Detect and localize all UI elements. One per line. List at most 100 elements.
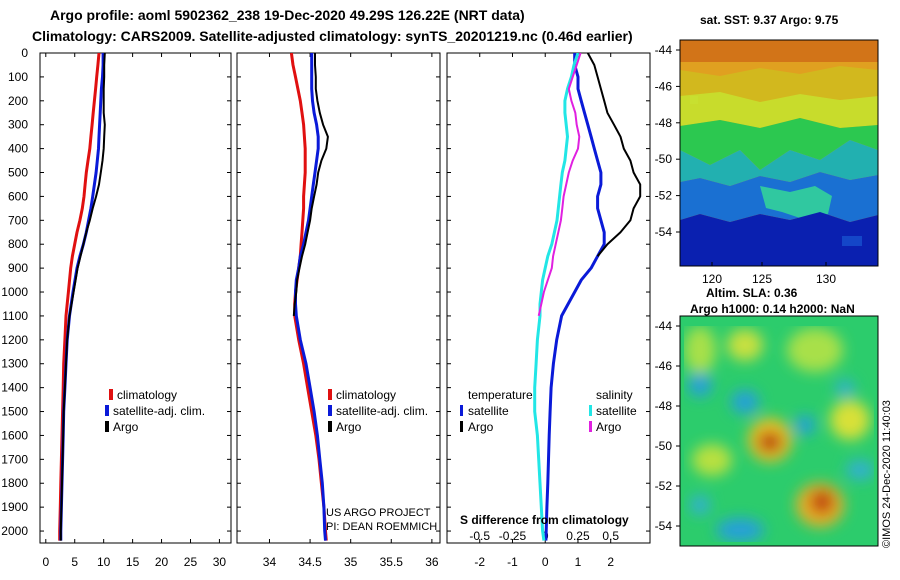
- legend-temp-argo: Argo: [468, 420, 494, 434]
- depth-tick-label: 1700: [1, 452, 28, 466]
- depth-tick-label: 1900: [1, 500, 28, 514]
- difference-series: [533, 53, 642, 541]
- series-line-argo: [292, 53, 329, 316]
- project-credit: US ARGO PROJECT: [326, 507, 431, 519]
- legend-climatology-2: climatology: [336, 388, 396, 402]
- legend-temperature-heading: temperature: [468, 388, 533, 402]
- sla-map: [680, 316, 878, 546]
- salinity-x-axis: 34 34.5 35 35.5 36: [263, 53, 439, 569]
- depth-tick-label: 700: [8, 213, 28, 227]
- x-tick-label: 36: [425, 555, 439, 569]
- lat-tick-label: -44: [655, 319, 673, 333]
- depth-tick-label: 1500: [1, 405, 28, 419]
- series-line-temperature-argo: [586, 53, 642, 257]
- depth-tick-label: 0: [21, 46, 28, 60]
- salinity-series: [289, 53, 329, 541]
- sst-map-frame: [679, 39, 879, 267]
- series-line-climatology: [289, 53, 328, 541]
- series-line-satellite-adj-clim-: [294, 53, 327, 541]
- lat-tick-label: -54: [655, 225, 673, 239]
- depth-tick-label: 1200: [1, 333, 28, 347]
- depth-tick-label: 200: [8, 94, 28, 108]
- depth-tick-label: 500: [8, 166, 28, 180]
- series-line-climatology: [58, 53, 101, 541]
- depth-tick-label: 1600: [1, 428, 28, 442]
- legend-argo: Argo: [113, 420, 139, 434]
- sla-map-title-1: Altim. SLA: 0.36: [706, 286, 798, 300]
- sst-map-title: sat. SST: 9.37 Argo: 9.75: [700, 13, 839, 27]
- legend-swatch-satellite: [105, 405, 109, 416]
- difference-panel-frame: [446, 52, 651, 544]
- x-tick-label: 1: [575, 555, 582, 569]
- x-tick-label: 0: [542, 555, 549, 569]
- legend-swatch-sal-satellite: [589, 405, 592, 416]
- lat-tick-label: -46: [655, 359, 673, 373]
- legend-swatch-climatology: [109, 389, 113, 400]
- depth-tick-label: 2000: [1, 524, 28, 538]
- depth-tick-label: 800: [8, 237, 28, 251]
- title-line-1: Argo profile: aoml 5902362_238 19-Dec-20…: [50, 7, 525, 23]
- lat-tick-label: -50: [655, 152, 673, 166]
- temperature-x-axis: 0 5 10 15 20 25 30: [42, 53, 226, 569]
- depth-tick-label: 300: [8, 118, 28, 132]
- lat-tick-label: -48: [655, 116, 673, 130]
- series-line-temperature-satellite: [544, 53, 606, 541]
- salinity-panel-frame: [236, 52, 441, 544]
- legend-climatology: climatology: [117, 388, 177, 402]
- difference-x-axis: -2 -1 0 1 2-0.5 -0.25 0 0.25 0.5: [469, 53, 619, 569]
- sla-map-frame: [679, 315, 879, 547]
- legend-satellite-adj: satellite-adj. clim.: [113, 404, 205, 418]
- pi-credit: PI: DEAN ROEMMICH: [326, 521, 437, 533]
- x-tick-label: 10: [97, 555, 111, 569]
- legend-swatch-satellite-2: [328, 405, 332, 416]
- depth-tick-label: 1400: [1, 381, 28, 395]
- temperature-legend: climatology satellite-adj. clim. Argo: [105, 388, 205, 434]
- legend-swatch-temp-satellite: [460, 405, 463, 416]
- x-tick-label: 34.5: [298, 555, 322, 569]
- title-line-2: Climatology: CARS2009. Satellite-adjuste…: [32, 28, 633, 44]
- legend-satellite-adj-2: satellite-adj. clim.: [336, 404, 428, 418]
- sla-map-title-2: Argo h1000: 0.14 h2000: NaN: [690, 302, 855, 316]
- series-line-argo: [59, 53, 106, 541]
- depth-tick-label: 100: [8, 70, 28, 84]
- x-tick-label: 20: [155, 555, 169, 569]
- x-tick-label: -1: [507, 555, 518, 569]
- x-tick-label: 25: [184, 555, 198, 569]
- temperature-panel-frame: [39, 52, 232, 544]
- sla-lat-axis: -44 -46 -48 -50 -52 -54: [655, 319, 680, 533]
- legend-swatch-sal-argo: [589, 421, 592, 432]
- x-tick-label-salinity: 0.25: [566, 529, 590, 543]
- x-tick-label-salinity: -0.5: [469, 529, 490, 543]
- lat-tick-label: -50: [655, 439, 673, 453]
- sst-lat-axis: -44 -46 -48 -50 -52 -54: [655, 43, 680, 239]
- lon-tick-label: 120: [702, 272, 722, 286]
- x-tick-label: 35: [344, 555, 358, 569]
- depth-tick-label: 1800: [1, 476, 28, 490]
- legend-swatch-argo: [105, 421, 109, 432]
- x-tick-label: 35.5: [380, 555, 404, 569]
- x-tick-label: 34: [263, 555, 277, 569]
- legend-sal-argo: Argo: [596, 420, 622, 434]
- sst-lon-axis: 120 125 130: [702, 262, 836, 286]
- legend-swatch-temp-argo: [460, 421, 463, 432]
- legend-temp-satellite: satellite: [468, 404, 509, 418]
- lat-tick-label: -46: [655, 79, 673, 93]
- depth-tick-label: 600: [8, 189, 28, 203]
- x-tick-label: 5: [71, 555, 78, 569]
- legend-swatch-argo-2: [328, 421, 332, 432]
- difference-xlabel: S difference from climatology: [460, 513, 629, 527]
- difference-legend: temperature salinity satellite Argo sate…: [460, 388, 637, 434]
- lon-tick-label: 125: [752, 272, 772, 286]
- x-tick-label-salinity: -0.25: [499, 529, 527, 543]
- lat-tick-label: -48: [655, 399, 673, 413]
- x-tick-label: -2: [474, 555, 485, 569]
- sst-map: [680, 40, 878, 266]
- legend-sal-satellite: satellite: [596, 404, 637, 418]
- imos-credit: ©IMOS 24-Dec-2020 11:40:03: [881, 400, 893, 548]
- salinity-legend: climatology satellite-adj. clim. Argo: [328, 388, 428, 434]
- series-line-salinity-argo: [537, 53, 582, 317]
- x-tick-label-salinity: 0.5: [602, 529, 619, 543]
- lat-tick-label: -54: [655, 519, 673, 533]
- x-tick-label: 2: [607, 555, 614, 569]
